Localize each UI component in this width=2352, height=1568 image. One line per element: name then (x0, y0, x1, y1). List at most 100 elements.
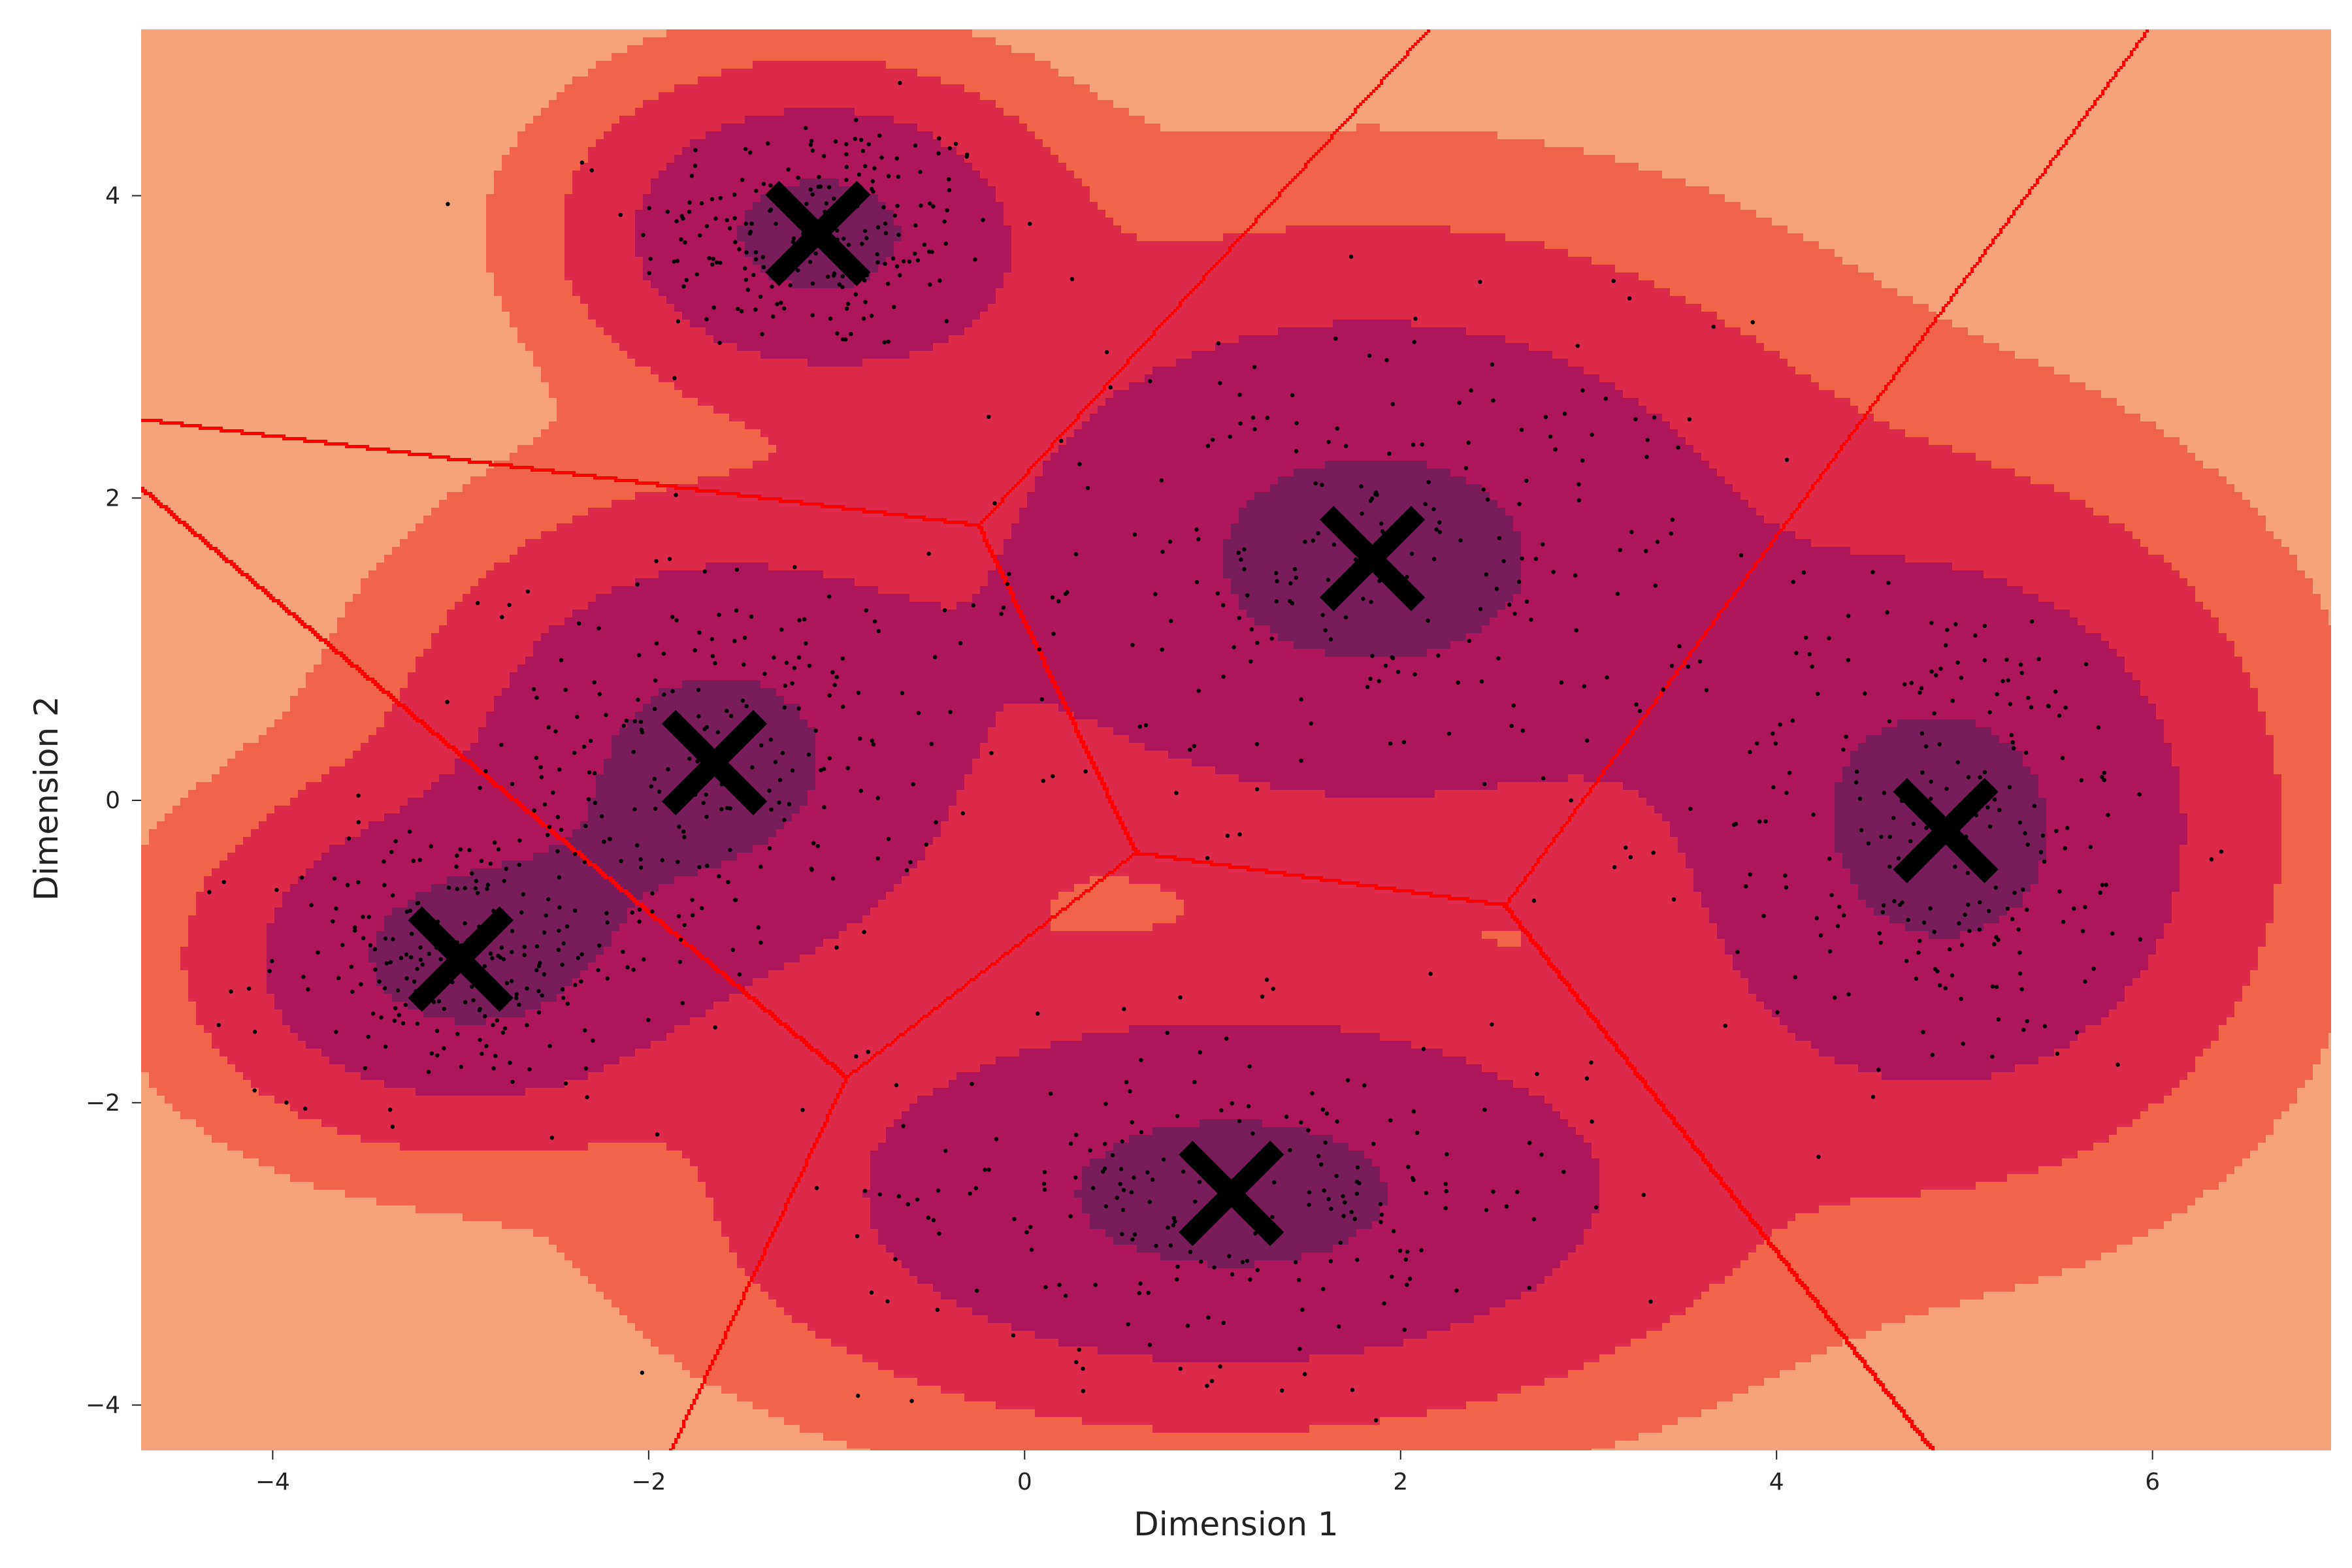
density-cell (635, 37, 644, 46)
density-cell (1403, 29, 1412, 38)
density-cell (431, 29, 440, 38)
density-cell (1215, 37, 1224, 46)
density-cell (1811, 37, 1820, 46)
density-cell (2007, 29, 2016, 38)
density-cell (188, 37, 197, 46)
density-cell (1756, 29, 1765, 38)
density-cell (345, 29, 353, 38)
density-cell (1333, 29, 1341, 38)
density-cell (267, 29, 275, 38)
density-cell (1176, 37, 1184, 46)
density-cell (1207, 29, 1216, 38)
density-cell (2117, 29, 2125, 38)
density-cell (1450, 29, 1459, 38)
density-cell (760, 37, 769, 46)
density-cell (1278, 37, 1286, 46)
density-cell (1631, 37, 1639, 46)
density-cell (635, 29, 644, 38)
density-cell (2101, 37, 2110, 46)
density-cell (972, 37, 981, 46)
density-cell (1866, 37, 1874, 46)
density-cell (1231, 29, 1239, 38)
density-cell (1717, 37, 1725, 46)
density-cell (2054, 29, 2063, 38)
density-cell (1239, 29, 1247, 38)
density-cell (408, 37, 416, 46)
density-cell (925, 37, 934, 46)
density-cell (2156, 29, 2164, 38)
density-cell (220, 29, 228, 38)
density-cell (737, 37, 745, 46)
density-cell (2109, 29, 2117, 38)
density-cell (1670, 29, 1678, 38)
density-cell (2172, 29, 2180, 38)
density-cell (941, 29, 949, 38)
density-cell (337, 29, 346, 38)
density-cell (1889, 29, 1898, 38)
density-cell (659, 29, 667, 38)
density-cell (1646, 29, 1655, 38)
density-cell (541, 37, 549, 46)
density-cell (988, 37, 996, 46)
density-cell (2125, 29, 2133, 38)
density-cell (1513, 29, 1522, 38)
density-cell (2070, 29, 2078, 38)
density-cell (1701, 37, 1710, 46)
density-cell (949, 37, 957, 46)
density-cell (2227, 37, 2235, 46)
density-cell (1200, 37, 1208, 46)
density-cell (1286, 29, 1294, 38)
density-cell (902, 29, 910, 38)
density-cell (572, 37, 581, 46)
density-cell (1921, 37, 1929, 46)
density-cell (855, 37, 863, 46)
density-cell (2156, 37, 2164, 46)
density-cell (870, 29, 879, 38)
density-cell (1560, 37, 1569, 46)
density-cell (212, 29, 220, 38)
density-cell (823, 37, 832, 46)
density-cell (1207, 37, 1216, 46)
density-cell (1247, 37, 1255, 46)
density-cell (1200, 29, 1208, 38)
density-cell (862, 37, 871, 46)
density-cell (1889, 37, 1898, 46)
density-cell (1113, 29, 1122, 38)
density-cell (1560, 29, 1569, 38)
density-cell (2015, 37, 2023, 46)
density-cell (1552, 37, 1561, 46)
density-cell (643, 29, 651, 38)
density-cell (1921, 29, 1929, 38)
density-cell (2297, 29, 2306, 38)
density-cell (1443, 29, 1451, 38)
density-cell (1748, 37, 1757, 46)
density-cell (1027, 37, 1036, 46)
density-cell (2227, 29, 2235, 38)
density-cell (439, 37, 448, 46)
density-cell (2211, 37, 2219, 46)
density-cell (251, 37, 259, 46)
density-cell (1223, 29, 1232, 38)
density-cell (2062, 29, 2070, 38)
density-cell (1686, 29, 1694, 38)
density-cell (384, 29, 393, 38)
density-cell (1011, 29, 1020, 38)
density-cell (933, 29, 941, 38)
density-cell (572, 29, 581, 38)
density-cell (2203, 29, 2212, 38)
density-cell (1842, 37, 1851, 46)
density-cell (172, 29, 181, 38)
density-cell (525, 37, 534, 46)
density-cell (815, 29, 824, 38)
density-cell (282, 29, 291, 38)
density-cell (1999, 37, 2008, 46)
density-cell (1905, 37, 1914, 46)
density-cell (674, 29, 683, 38)
density-cell (1325, 29, 1333, 38)
density-cell (792, 37, 800, 46)
density-cell (1160, 37, 1169, 46)
density-cell (643, 37, 651, 46)
density-cell (2187, 37, 2196, 46)
density-cell (902, 37, 910, 46)
density-cell (2046, 29, 2055, 38)
